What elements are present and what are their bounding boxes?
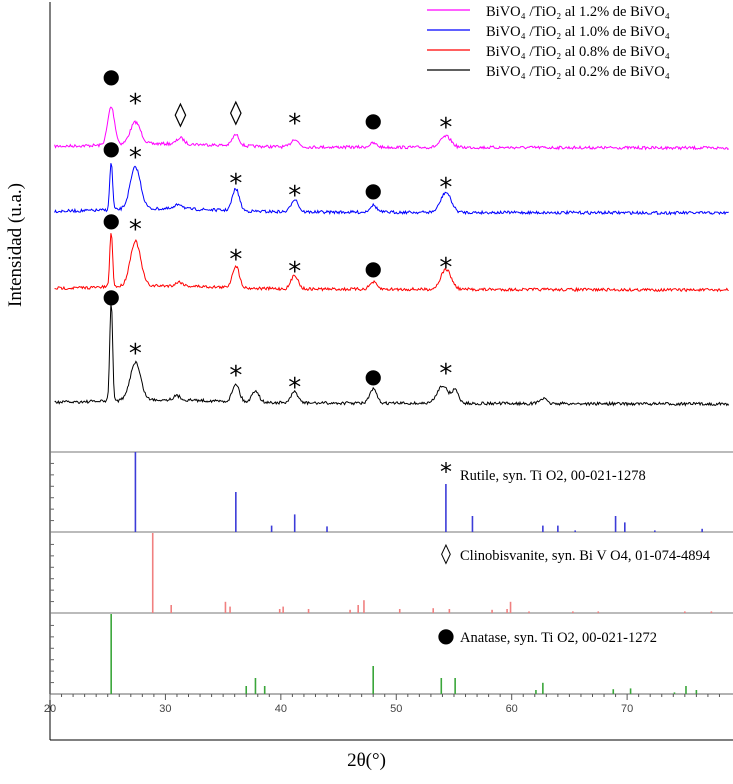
pattern-line-0	[54, 106, 730, 151]
reference-label-0: Rutile, syn. Ti O2, 00-021-1278	[460, 468, 646, 484]
clinobisvanite-marker: ◊	[174, 100, 186, 128]
diffraction-patterns	[54, 106, 730, 407]
legend: BiVO₄ /TiO₂ al 1.2% de BiVO₄ BiVO₄ /TiO₂ …	[427, 4, 670, 80]
rutile-marker: *	[288, 181, 301, 211]
anatase-marker: ●	[364, 364, 381, 388]
rutile-marker: *	[288, 373, 301, 403]
reference-label-2: Anatase, syn. Ti O2, 00-021-1272	[460, 630, 657, 646]
rutile-marker: *	[288, 109, 301, 139]
pattern-line-1	[54, 163, 729, 216]
x-tick-label: 20	[44, 703, 56, 715]
clinobisvanite-marker: ◊	[230, 98, 242, 126]
x-axis: 20 30 40 50 60 70	[44, 694, 720, 715]
legend-label-3: BiVO₄ /TiO₂ al 0.2% de BiVO₄	[486, 64, 670, 80]
legend-label-2: BiVO₄ /TiO₂ al 0.8% de BiVO₄	[486, 44, 670, 60]
anatase-marker: ●	[102, 136, 119, 160]
rutile-marker: *	[439, 359, 452, 389]
anatase-marker: ●	[102, 284, 119, 308]
rutile-marker: *	[229, 361, 242, 391]
x-tick-label: 50	[390, 703, 402, 715]
rutile-marker: *	[129, 89, 142, 119]
rutile-marker: *	[129, 215, 142, 245]
anatase-marker: ●	[364, 108, 381, 132]
x-tick-label: 40	[275, 703, 287, 715]
y-axis-label: Intensidad (u.a.)	[5, 183, 27, 307]
pattern-line-2	[54, 233, 729, 293]
peak-markers: ● * ◊ ◊ * ● * ● * * * ● * ● * * * ● * ● * * * ● *	[102, 64, 452, 403]
rutile-marker: *	[129, 143, 142, 173]
rutile-marker: *	[229, 245, 242, 275]
y-axis-label-box: Intensidad (u.a.)	[3, 30, 29, 460]
reference-label-1: Clinobisvanite, syn. Bi V O4, 01-074-489…	[460, 548, 711, 564]
rutile-marker: *	[439, 253, 452, 283]
reference-symbol-2: ●	[437, 623, 454, 647]
anatase-marker: ●	[364, 178, 381, 202]
x-tick-label: 30	[159, 703, 171, 715]
rutile-marker: *	[129, 339, 142, 369]
pattern-line-3	[54, 303, 730, 407]
rutile-marker: *	[439, 173, 452, 203]
x-axis-label: 2θ(°)	[347, 750, 386, 771]
reference-patterns: * Rutile, syn. Ti O2, 00-021-1278 ◊ Clinobi…	[50, 452, 713, 694]
rutile-marker: *	[439, 113, 452, 143]
anatase-marker: ●	[102, 64, 119, 88]
x-tick-label: 60	[506, 703, 518, 715]
anatase-marker: ●	[364, 256, 381, 280]
reference-symbol-0: *	[440, 458, 452, 486]
anatase-marker: ●	[102, 208, 119, 232]
legend-label-0: BiVO₄ /TiO₂ al 1.2% de BiVO₄	[486, 4, 670, 20]
x-tick-label: 70	[621, 703, 633, 715]
reference-symbol-1: ◊	[441, 541, 451, 565]
plot-frame	[49, 2, 733, 741]
rutile-marker: *	[288, 257, 301, 287]
legend-label-1: BiVO₄ /TiO₂ al 1.0% de BiVO₄	[486, 24, 670, 40]
rutile-marker: *	[229, 169, 242, 199]
